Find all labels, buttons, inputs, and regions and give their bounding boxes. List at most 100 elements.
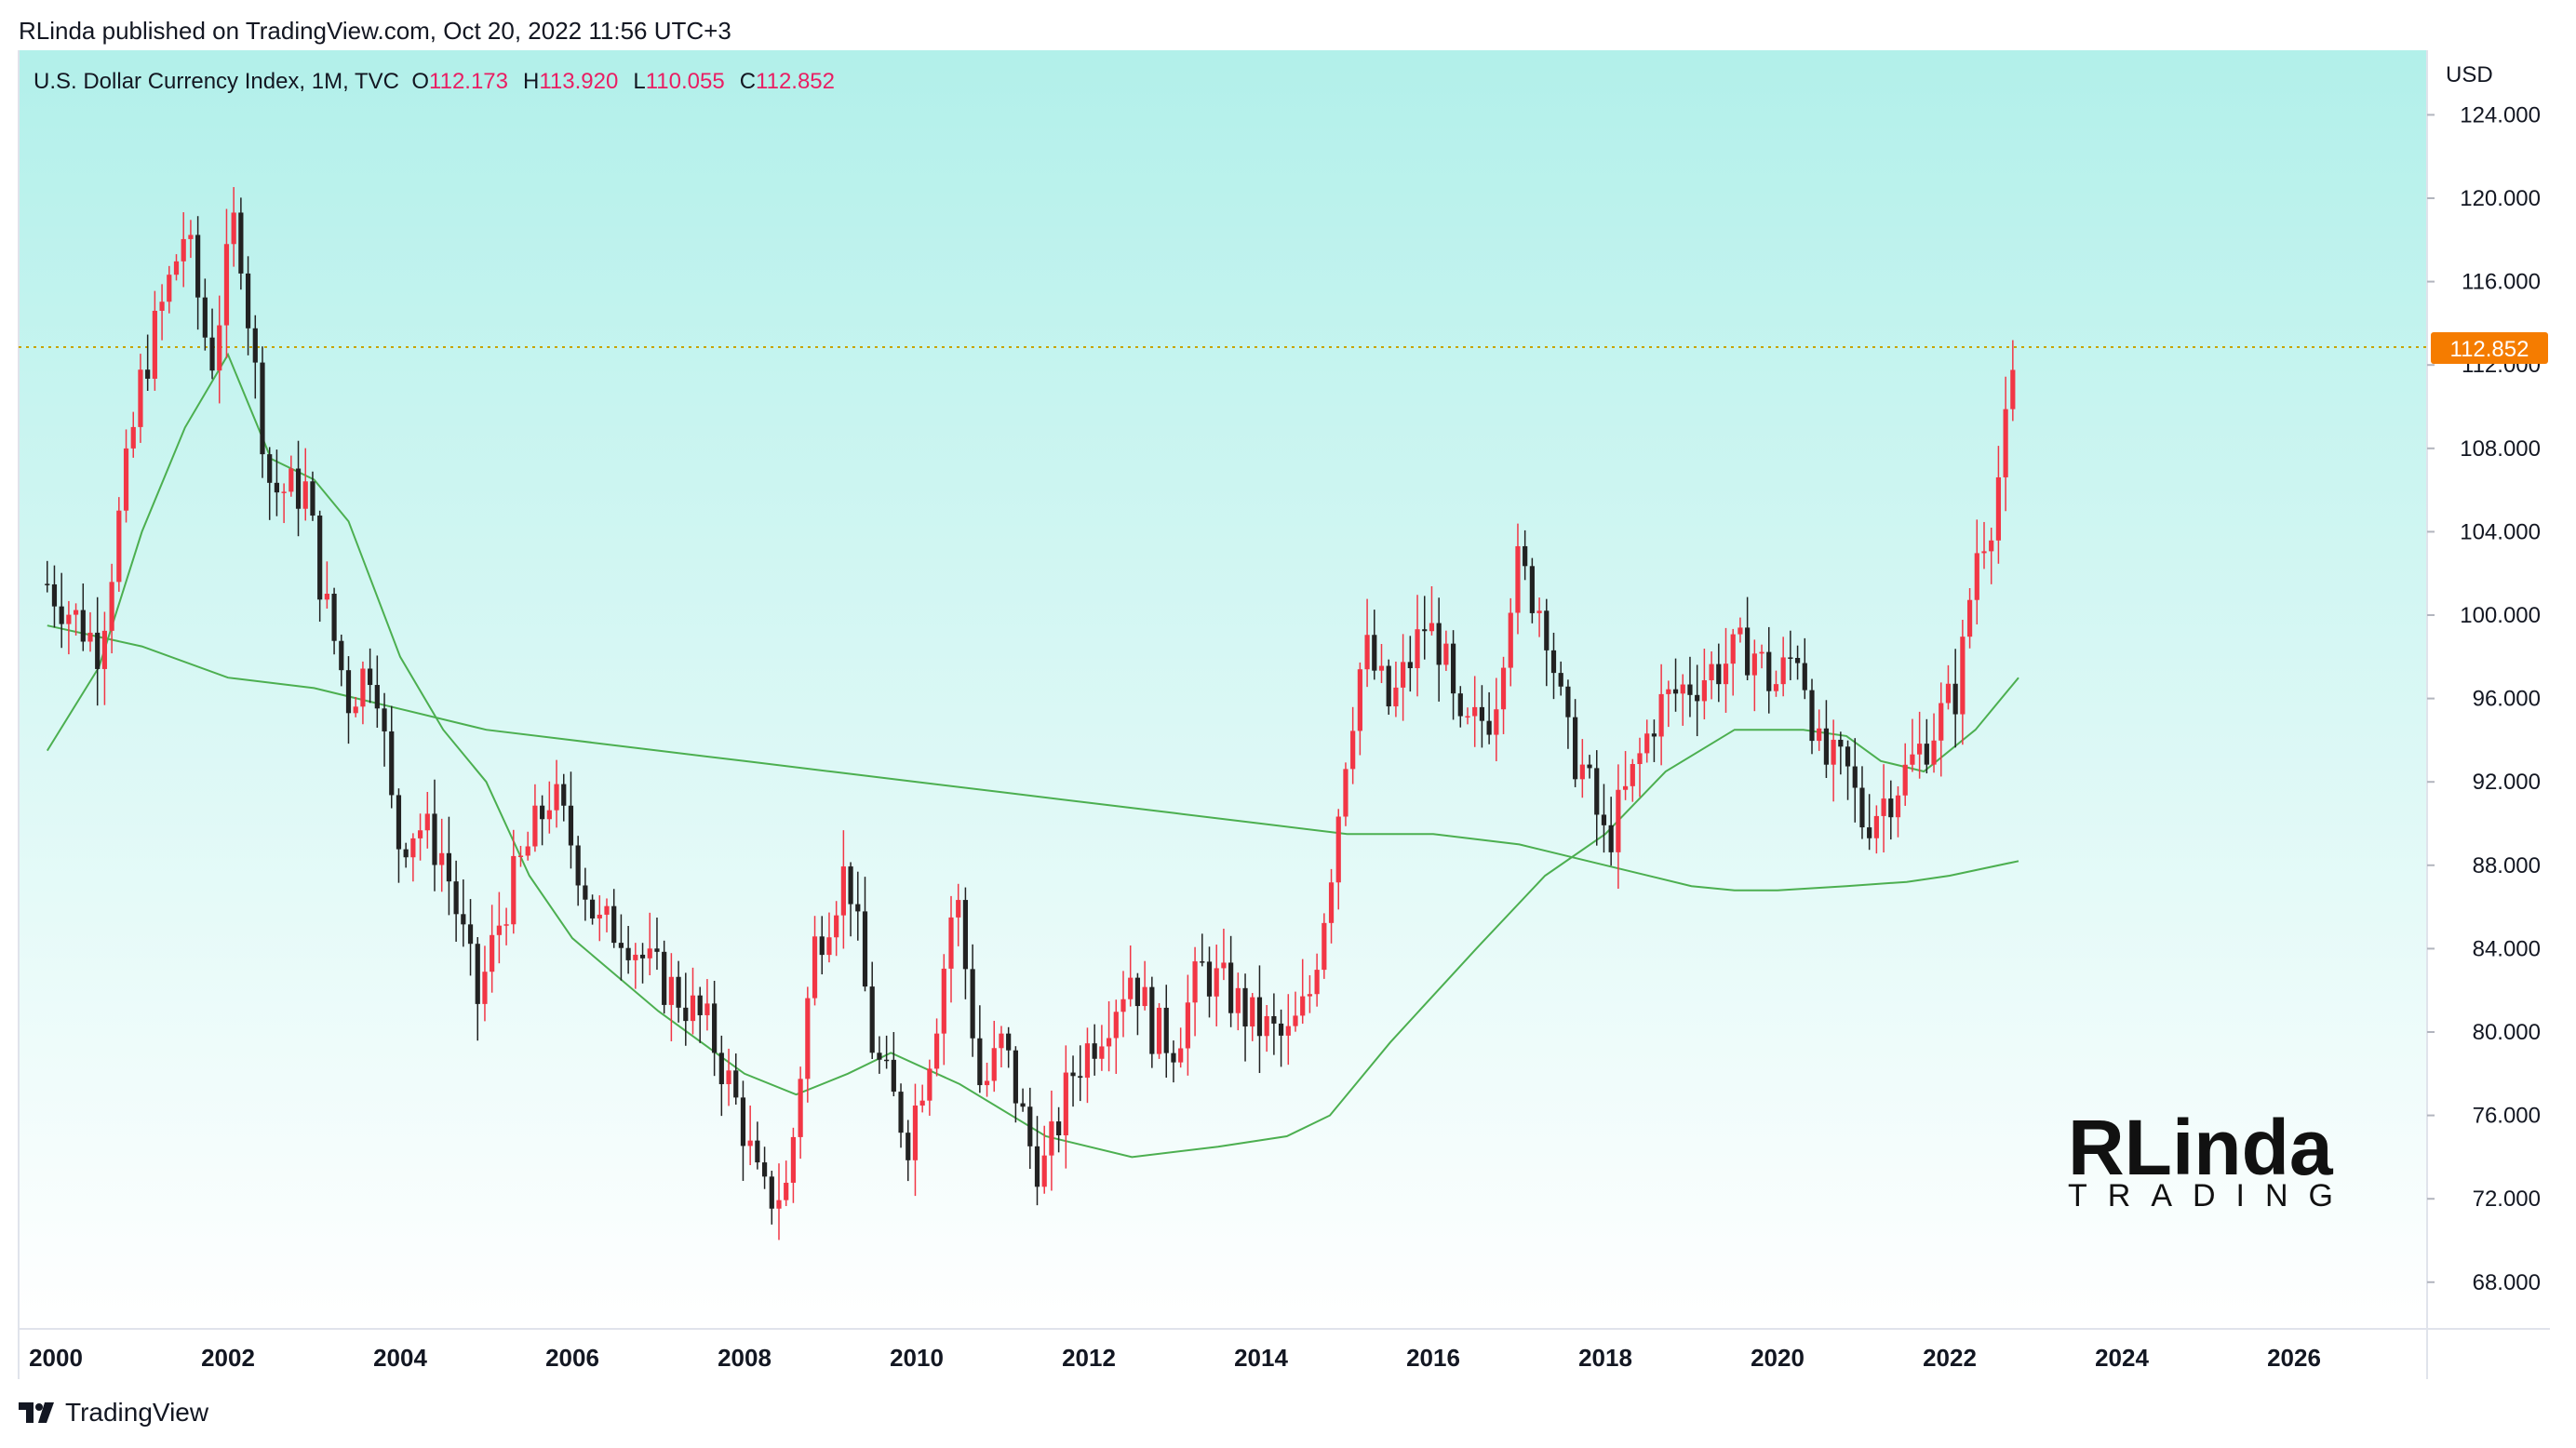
- candle-body: [1407, 662, 1413, 668]
- candle-body: [1056, 1121, 1062, 1135]
- time-axis-band: [19, 1329, 2427, 1379]
- candle-body: [848, 866, 853, 905]
- candle-body: [238, 212, 244, 274]
- candle-body: [295, 468, 302, 509]
- candle-body: [1536, 610, 1542, 613]
- candle-body: [1314, 970, 1320, 995]
- candle-body: [1709, 664, 1714, 681]
- candle-body: [625, 947, 631, 960]
- candle-body: [1888, 798, 1894, 818]
- time-tick-label: 2002: [201, 1344, 255, 1372]
- legend-open-label: O: [411, 69, 430, 94]
- candle-body: [1386, 665, 1391, 707]
- price-tick-label: 108.000: [2460, 436, 2541, 462]
- candle-body: [130, 426, 136, 449]
- candle-body: [453, 881, 459, 915]
- candle-body: [805, 998, 811, 1079]
- candle-body: [1910, 754, 1915, 765]
- candle-body: [288, 468, 294, 492]
- candle-body: [1486, 720, 1492, 735]
- time-tick-label: 2010: [890, 1344, 944, 1372]
- candle-body: [761, 1162, 768, 1177]
- candle-body: [769, 1176, 774, 1209]
- candle-body: [1809, 690, 1815, 742]
- candle-body: [324, 594, 329, 600]
- candle-body: [503, 924, 509, 926]
- candle-body: [532, 805, 538, 847]
- price-tick-label: 84.000: [2473, 936, 2541, 961]
- candle-body: [396, 795, 402, 850]
- footer-brand-label: TradingView: [65, 1398, 209, 1427]
- time-axis[interactable]: 2000 2002 2004 2006 2008 2010 2012 2014 2016 2018…: [29, 1344, 2321, 1372]
- candle-body: [1902, 764, 1908, 796]
- price-tick-label: 120.000: [2460, 186, 2541, 211]
- candle-body: [1063, 1072, 1068, 1135]
- candle-body: [345, 670, 352, 714]
- candle-body: [639, 954, 646, 959]
- logo-text-bottom: TRADING: [2068, 1178, 2354, 1213]
- candle-body: [912, 1105, 919, 1160]
- candle-body: [1794, 657, 1801, 664]
- candle-body: [1859, 787, 1865, 828]
- candle-body: [1457, 693, 1463, 717]
- candle-body: [331, 594, 337, 641]
- candle-body: [1020, 1103, 1026, 1107]
- candle-body: [123, 448, 129, 511]
- candlesticks: [45, 187, 2016, 1240]
- candle-body: [281, 491, 287, 493]
- candle-body: [884, 1059, 890, 1062]
- tradingview-brand[interactable]: TradingView: [19, 1398, 208, 1428]
- legend-low-value: 110.055: [645, 69, 725, 94]
- candle-body: [490, 934, 495, 972]
- candle-body: [1293, 1015, 1298, 1026]
- candle-body: [1558, 673, 1563, 687]
- candle-body: [245, 273, 251, 328]
- candle-body: [424, 813, 430, 831]
- candle-body: [310, 481, 315, 516]
- candle-body: [1364, 635, 1370, 670]
- candle-body: [223, 244, 230, 326]
- moving-average-line: [46, 352, 2019, 1159]
- candle-body: [446, 852, 452, 882]
- candle-body: [1601, 814, 1607, 825]
- candle-body: [962, 900, 969, 970]
- candle-body: [181, 238, 186, 261]
- candle-body: [1307, 994, 1313, 997]
- candle-body: [403, 849, 409, 858]
- candle-body: [1350, 731, 1356, 770]
- price-tick-label: 72.000: [2473, 1187, 2541, 1212]
- symbol-legend[interactable]: U.S. Dollar Currency Index, 1M, TVC O112…: [34, 69, 850, 95]
- candle-body: [1802, 663, 1807, 690]
- candle-body: [45, 583, 50, 585]
- candle-body: [360, 668, 366, 707]
- candle-body: [1924, 744, 1929, 765]
- candle-body: [1300, 996, 1306, 1016]
- candle-body: [1695, 694, 1700, 702]
- candle-body: [697, 995, 703, 1015]
- candle-body: [1185, 1002, 1190, 1049]
- legend-close-value: 112.852: [756, 69, 836, 94]
- candle-body: [1745, 627, 1751, 676]
- candle-body: [1378, 665, 1385, 671]
- candle-body: [1500, 667, 1507, 710]
- candle-body: [891, 1059, 896, 1093]
- candle-body: [683, 1007, 689, 1022]
- candle-body: [604, 905, 610, 915]
- candle-body: [798, 1079, 803, 1137]
- legend-high-value: 113.920: [539, 69, 619, 94]
- candle-body: [1142, 986, 1147, 1007]
- candle-body: [790, 1136, 797, 1183]
- candle-body: [1156, 1007, 1162, 1054]
- candle-body: [1084, 1043, 1091, 1079]
- candle-body: [1945, 683, 1952, 704]
- candle-body: [1637, 753, 1643, 765]
- candle-body: [877, 1052, 882, 1060]
- candle-body: [1672, 689, 1679, 694]
- candle-body: [1579, 764, 1585, 780]
- candle-body: [167, 275, 172, 302]
- price-axis[interactable]: USD 124.000120.000116.000112.000108.0001…: [2427, 62, 2541, 1295]
- candle-body: [1013, 1050, 1018, 1104]
- candle-body: [87, 632, 93, 642]
- candle-body: [1766, 651, 1772, 691]
